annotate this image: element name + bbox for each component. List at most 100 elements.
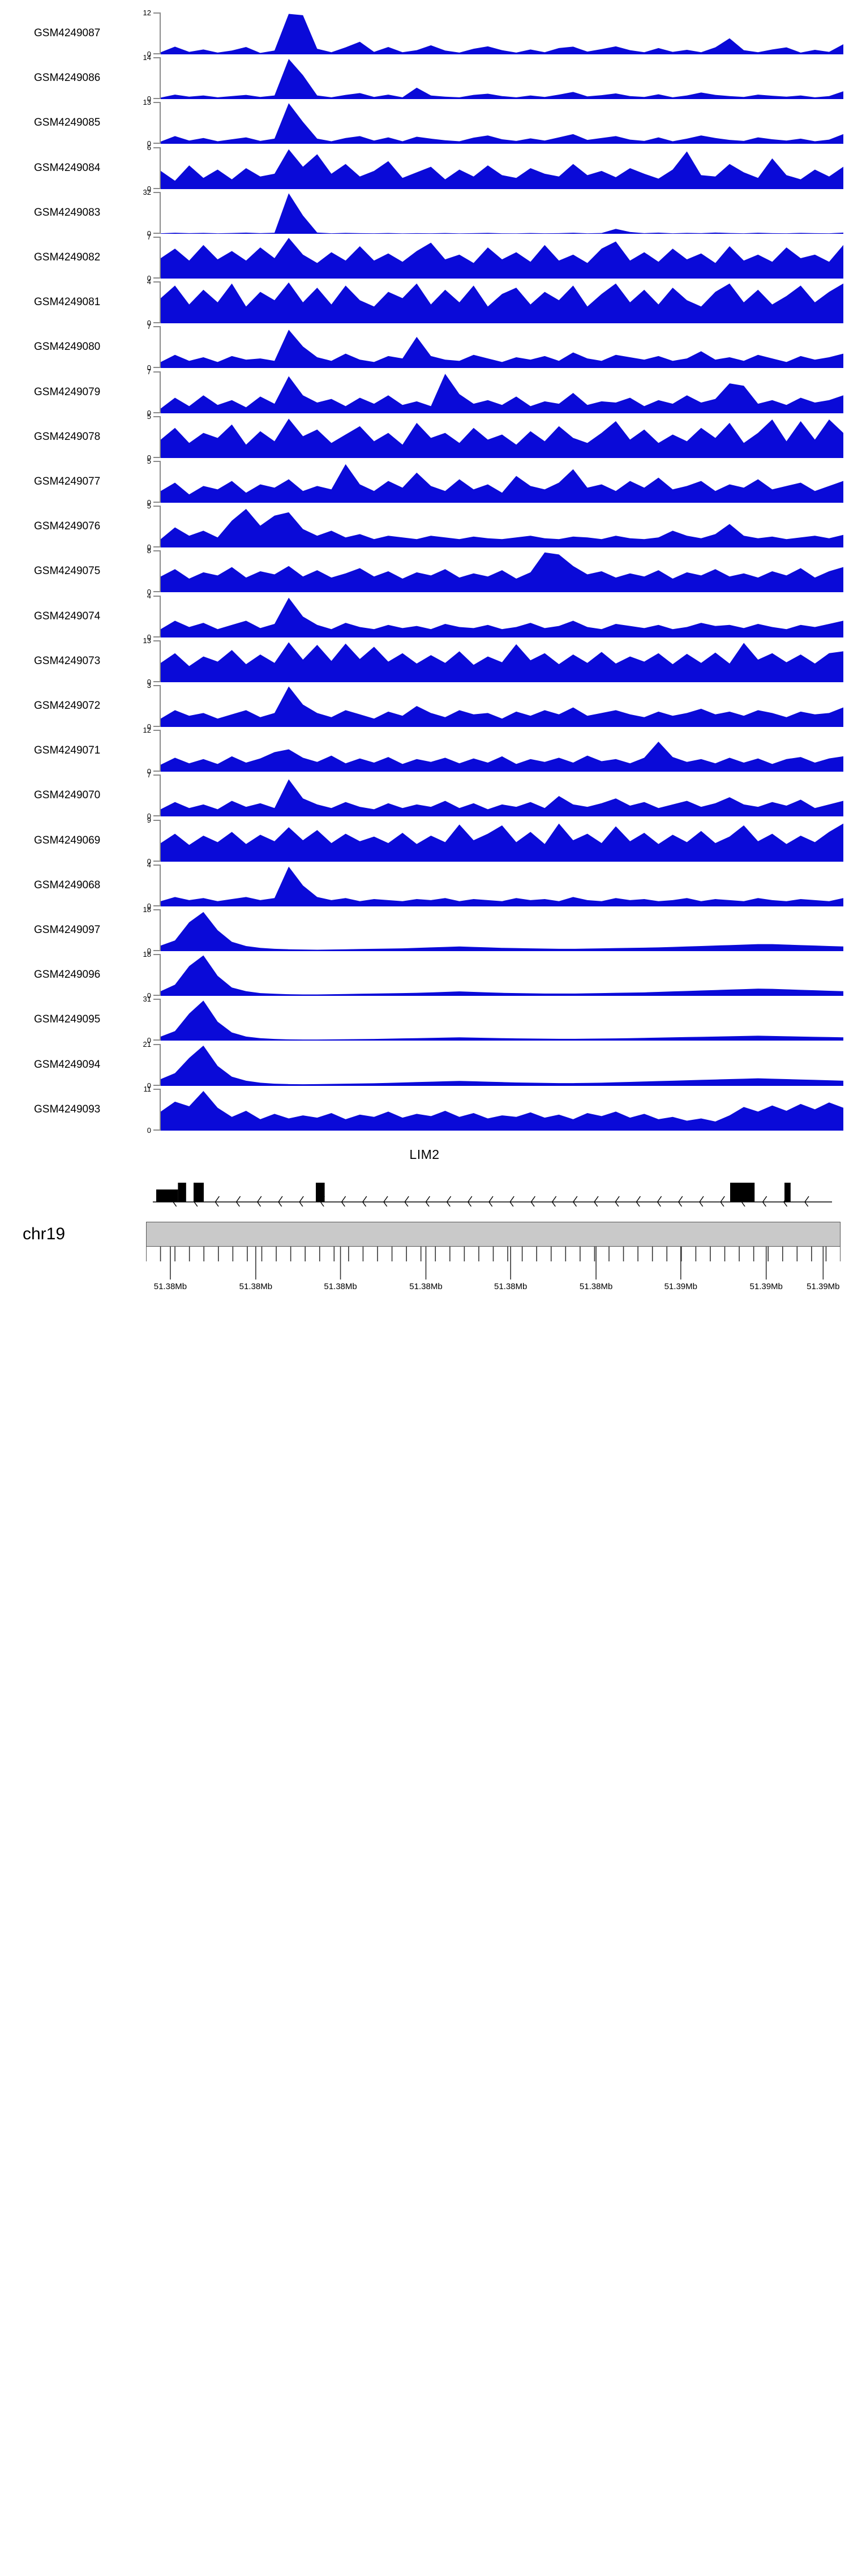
coverage-track: GSM4249093 11 0 (0, 1085, 849, 1135)
coverage-track: GSM4249070 7 0 (0, 771, 849, 820)
axis-line (160, 999, 161, 1041)
axis-line (160, 461, 161, 503)
axis-tick-bottom (153, 143, 161, 144)
axis-tick-top (153, 416, 161, 417)
coverage-track: GSM4249097 18 0 (0, 906, 849, 955)
axis-tick-top (153, 550, 161, 552)
track-label: GSM4249072 (34, 700, 101, 712)
axis-max-value: 11 (143, 1084, 152, 1093)
ruler-tick-label: 51.38Mb (494, 1282, 528, 1291)
axis-max-value: 5 (147, 412, 151, 421)
coverage-track: GSM4249076 5 0 (0, 502, 849, 551)
coverage-area-plot (161, 1089, 843, 1131)
coverage-track: GSM4249071 12 0 (0, 726, 849, 776)
track-y-axis: 12 0 (140, 726, 161, 776)
axis-min-value: 0 (147, 1126, 151, 1135)
axis-tick-top (153, 57, 161, 59)
axis-tick-top (153, 506, 161, 507)
track-label: GSM4249074 (34, 610, 101, 622)
axis-max-value: 4 (147, 277, 151, 286)
coverage-area-plot (161, 237, 843, 279)
axis-tick-bottom (153, 726, 161, 727)
ruler-tick-label: 51.38Mb (579, 1282, 613, 1291)
axis-tick-top (153, 819, 161, 821)
axis-tick-bottom (153, 187, 161, 189)
axis-tick-bottom (153, 412, 161, 413)
axis-min-value: 0 (147, 184, 151, 193)
axis-min-value: 0 (147, 901, 151, 910)
coverage-area-plot (161, 1044, 843, 1086)
axis-min-value: 0 (147, 139, 151, 148)
coverage-area-plot (161, 57, 843, 100)
track-y-axis: 12 0 (140, 8, 161, 58)
coverage-track: GSM4249079 7 0 (0, 367, 849, 417)
axis-min-value: 0 (147, 767, 151, 776)
axis-tick-top (153, 1088, 161, 1090)
axis-tick-bottom (153, 1039, 161, 1041)
track-label: GSM4249075 (34, 565, 101, 577)
coverage-track: GSM4249085 13 0 (0, 99, 849, 148)
track-label: GSM4249096 (34, 969, 101, 981)
axis-min-value: 0 (147, 95, 151, 104)
coverage-area-plot (161, 999, 843, 1041)
coverage-track: GSM4249077 5 0 (0, 457, 849, 506)
track-label: GSM4249083 (34, 206, 101, 219)
axis-max-value: 7 (147, 367, 151, 376)
coverage-area-plot (161, 192, 843, 234)
track-label: GSM4249068 (34, 879, 101, 891)
axis-tick-bottom (153, 546, 161, 548)
axis-tick-bottom (153, 771, 161, 772)
axis-max-value: 7 (147, 771, 151, 780)
coordinate-ruler[interactable]: 51.38Mb 51.38Mb 51.38Mb 51.38Mb 51.38Mb 51.38… (146, 1247, 841, 1303)
coverage-track: GSM4249094 21 0 (0, 1041, 849, 1089)
coverage-area-plot (161, 12, 843, 54)
axis-min-value: 0 (147, 812, 151, 821)
axis-tick-bottom (153, 815, 161, 817)
coverage-area-plot (161, 730, 843, 772)
axis-min-value: 0 (147, 363, 151, 373)
track-label: GSM4249093 (34, 1103, 101, 1115)
axis-tick-top (153, 12, 161, 14)
axis-tick-bottom (153, 367, 161, 369)
coverage-area-plot (161, 461, 843, 503)
track-label: GSM4249082 (34, 251, 101, 263)
track-label: GSM4249084 (34, 161, 101, 174)
track-y-axis: 21 0 (140, 1041, 161, 1089)
coverage-area-plot (161, 102, 843, 144)
ruler-tick-label: 51.38Mb (239, 1282, 273, 1291)
track-y-axis: 18 0 (140, 906, 161, 955)
coverage-area-plot (161, 371, 843, 413)
track-y-axis: 14 0 (140, 53, 161, 104)
axis-min-value: 0 (147, 319, 151, 328)
axis-tick-bottom (153, 636, 161, 637)
coverage-area-plot (161, 909, 843, 951)
track-label: GSM4249081 (34, 296, 101, 309)
axis-line (160, 1043, 161, 1086)
axis-min-value: 0 (147, 543, 151, 552)
track-label: GSM4249069 (34, 834, 101, 846)
ruler-tick-label: 51.38Mb (153, 1282, 187, 1291)
axis-min-value: 0 (147, 947, 151, 955)
axis-line (160, 371, 161, 413)
axis-tick-bottom (153, 98, 161, 100)
axis-tick-bottom (153, 1084, 161, 1086)
axis-min-value: 0 (147, 453, 151, 462)
axis-max-value: 12 (143, 8, 151, 17)
axis-max-value: 14 (143, 53, 151, 62)
coverage-track: GSM4249095 31 0 (0, 995, 849, 1044)
axis-tick-top (153, 371, 161, 373)
axis-tick-bottom (153, 1129, 161, 1131)
axis-min-value: 0 (147, 722, 151, 731)
axis-line (160, 730, 161, 772)
axis-line (160, 640, 161, 682)
chromosome-ideogram-bar (146, 1222, 841, 1247)
